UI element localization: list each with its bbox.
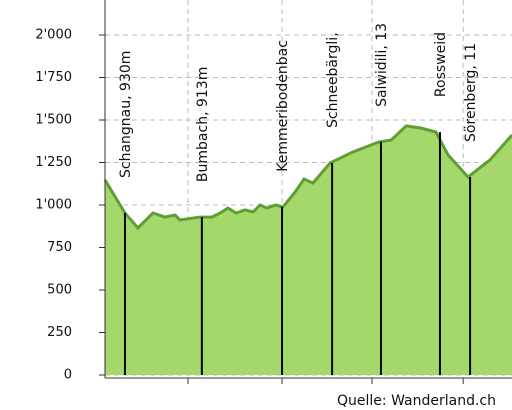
y-tick-label: 500 (47, 283, 72, 298)
waypoint-label: Schangnau, 930m (118, 51, 134, 178)
waypoint-label: Kemmeribodenbac (275, 40, 291, 172)
y-tick-label: 2'000 (35, 28, 72, 43)
profile-line (103, 124, 512, 231)
source: Quelle: Wanderland.ch (337, 393, 496, 409)
y-tick-label: 1'000 (35, 198, 72, 213)
waypoint-label: Schneebärgli, (325, 32, 341, 128)
y-tick-label: 1'500 (35, 113, 72, 128)
waypoint-label: Rossweid (433, 32, 449, 97)
y-tick-label: 1'250 (35, 155, 72, 170)
profile-area (105, 125, 512, 375)
y-tick-label: 750 (47, 240, 72, 255)
y-tick-label: 1'750 (35, 70, 72, 85)
y-tick-label: 250 (47, 325, 72, 340)
waypoint-label: Bumbach, 913m (195, 67, 211, 182)
waypoint-label: Sörenberg, 11 (463, 43, 479, 142)
waypoint-label: Salwidili, 13 (374, 23, 390, 107)
y-tick-label: 0 (64, 368, 72, 383)
